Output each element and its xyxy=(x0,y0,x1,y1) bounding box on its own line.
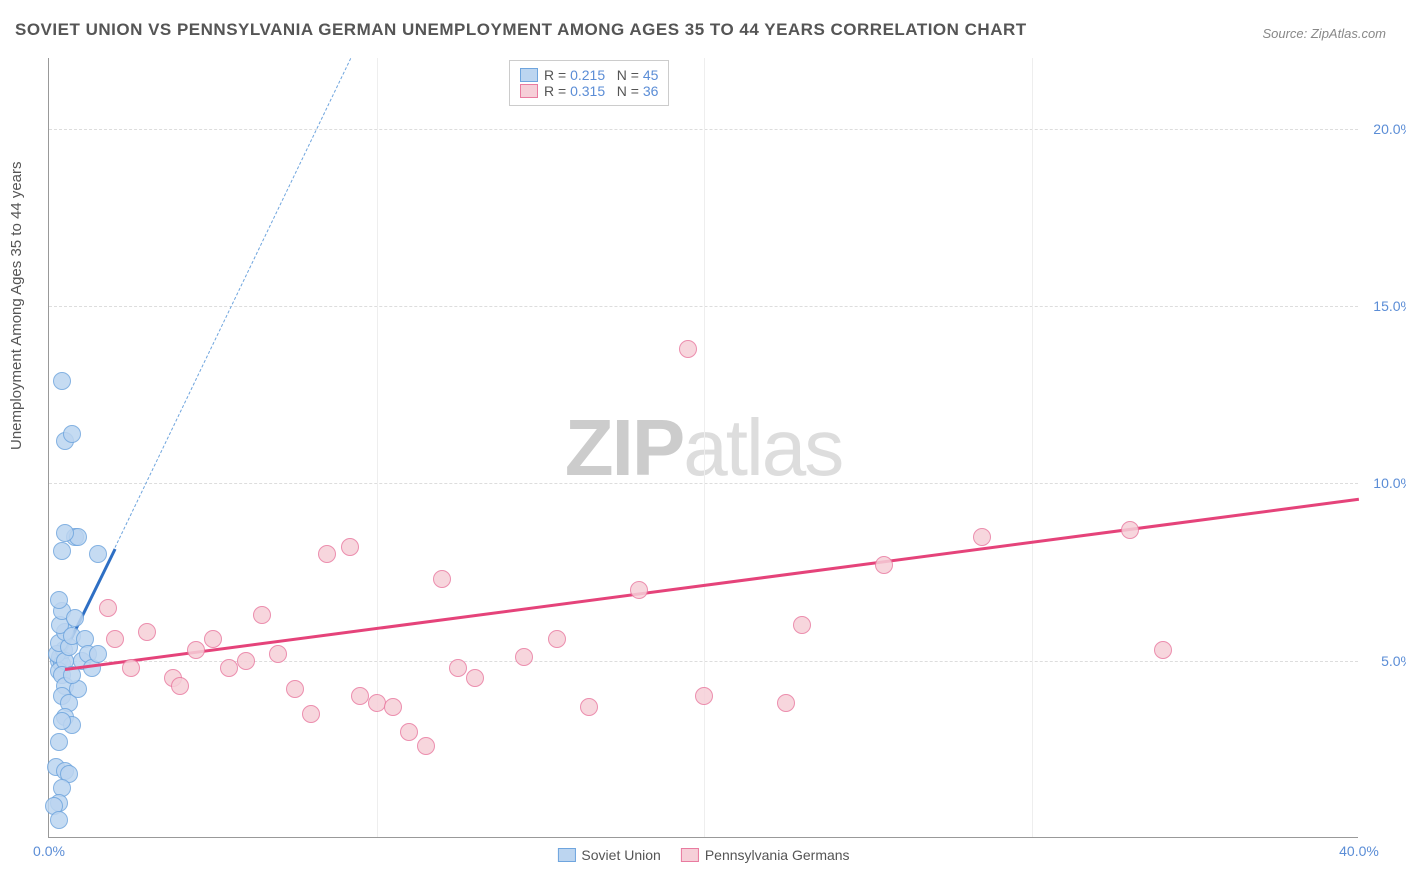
scatter-point xyxy=(106,630,124,648)
scatter-point xyxy=(515,648,533,666)
scatter-point xyxy=(368,694,386,712)
scatter-point xyxy=(351,687,369,705)
legend-text: R = 0.215 N = 45 xyxy=(544,67,658,83)
scatter-point xyxy=(50,591,68,609)
y-tick-label: 10.0% xyxy=(1373,475,1406,491)
scatter-point xyxy=(56,524,74,542)
legend-label: Pennsylvania Germans xyxy=(705,847,850,863)
gridline-vertical xyxy=(1032,58,1033,837)
scatter-point xyxy=(53,712,71,730)
trend-line xyxy=(114,58,351,548)
legend-swatch xyxy=(557,848,575,862)
scatter-point xyxy=(580,698,598,716)
scatter-point xyxy=(286,680,304,698)
scatter-point xyxy=(973,528,991,546)
scatter-point xyxy=(66,609,84,627)
scatter-point xyxy=(138,623,156,641)
x-tick-label: 40.0% xyxy=(1339,843,1379,859)
source-label: Source: ZipAtlas.com xyxy=(1262,26,1386,41)
legend-stats: R = 0.215 N = 45 R = 0.315 N = 36 xyxy=(509,60,669,106)
legend-swatch xyxy=(520,84,538,98)
legend-swatch xyxy=(520,68,538,82)
scatter-point xyxy=(237,652,255,670)
scatter-point xyxy=(1121,521,1139,539)
scatter-point xyxy=(50,733,68,751)
scatter-point xyxy=(400,723,418,741)
scatter-point xyxy=(433,570,451,588)
legend-text: R = 0.315 N = 36 xyxy=(544,83,658,99)
scatter-point xyxy=(99,599,117,617)
scatter-point xyxy=(122,659,140,677)
scatter-point xyxy=(89,645,107,663)
scatter-point xyxy=(875,556,893,574)
y-tick-label: 20.0% xyxy=(1373,121,1406,137)
scatter-point xyxy=(777,694,795,712)
scatter-point xyxy=(220,659,238,677)
scatter-point xyxy=(679,340,697,358)
scatter-point xyxy=(63,425,81,443)
chart-title: SOVIET UNION VS PENNSYLVANIA GERMAN UNEM… xyxy=(15,20,1027,40)
scatter-point xyxy=(187,641,205,659)
scatter-point xyxy=(171,677,189,695)
scatter-point xyxy=(89,545,107,563)
scatter-point xyxy=(417,737,435,755)
scatter-point xyxy=(341,538,359,556)
x-tick-label: 0.0% xyxy=(33,843,65,859)
scatter-point xyxy=(466,669,484,687)
scatter-point xyxy=(204,630,222,648)
scatter-point xyxy=(384,698,402,716)
scatter-point xyxy=(1154,641,1172,659)
legend-swatch xyxy=(681,848,699,862)
gridline-vertical xyxy=(377,58,378,837)
scatter-point xyxy=(53,372,71,390)
y-tick-label: 5.0% xyxy=(1381,653,1406,669)
chart-plot-area: ZIPatlas 5.0%10.0%15.0%20.0%0.0%40.0% R … xyxy=(48,58,1358,838)
y-tick-label: 15.0% xyxy=(1373,298,1406,314)
legend-row: R = 0.315 N = 36 xyxy=(520,83,658,99)
scatter-point xyxy=(449,659,467,677)
y-axis-label: Unemployment Among Ages 35 to 44 years xyxy=(8,161,25,450)
legend-item: Soviet Union xyxy=(557,847,660,863)
gridline-vertical xyxy=(704,58,705,837)
scatter-point xyxy=(269,645,287,663)
scatter-point xyxy=(318,545,336,563)
legend-item: Pennsylvania Germans xyxy=(681,847,850,863)
legend-label: Soviet Union xyxy=(581,847,660,863)
scatter-point xyxy=(695,687,713,705)
scatter-point xyxy=(53,542,71,560)
legend-series: Soviet Union Pennsylvania Germans xyxy=(557,847,849,863)
legend-row: R = 0.215 N = 45 xyxy=(520,67,658,83)
scatter-point xyxy=(50,811,68,829)
scatter-point xyxy=(793,616,811,634)
scatter-point xyxy=(548,630,566,648)
scatter-point xyxy=(253,606,271,624)
scatter-point xyxy=(302,705,320,723)
scatter-point xyxy=(630,581,648,599)
